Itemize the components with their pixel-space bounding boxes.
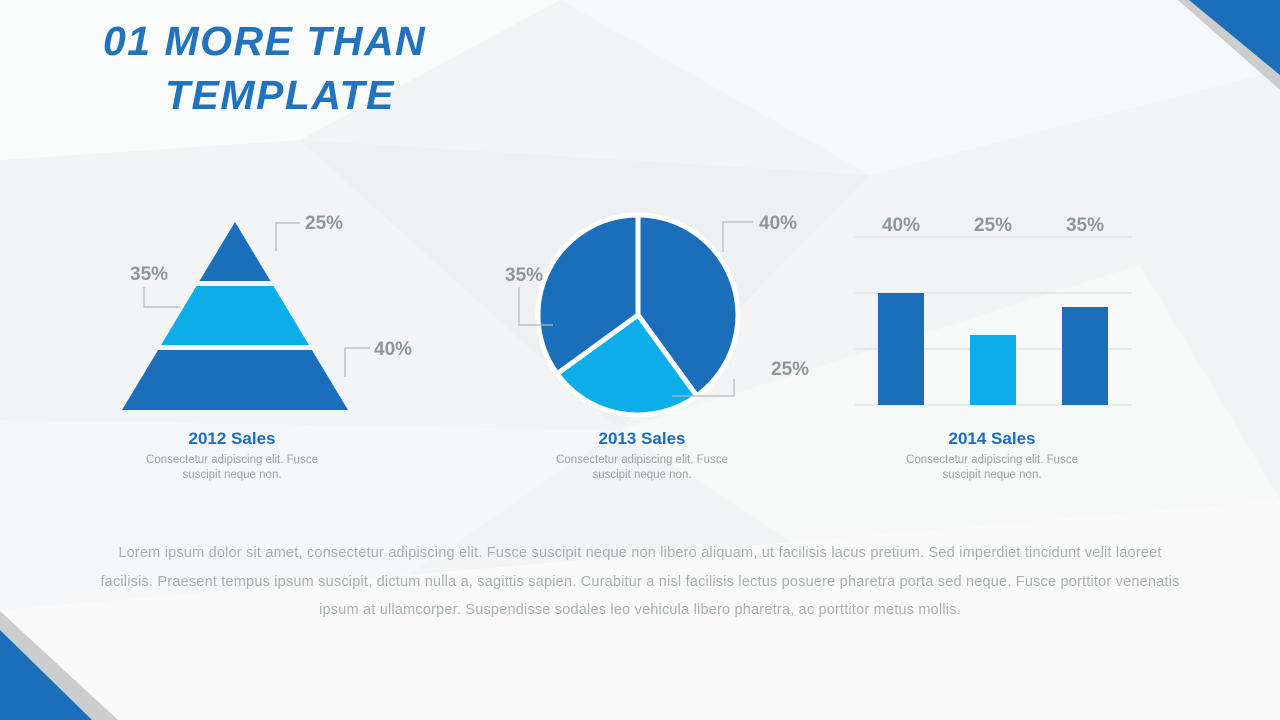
percent-label: 40% [882,215,920,236]
leader-line [275,222,300,251]
corner-band-top-right [1178,0,1280,90]
pie-chart: 40% 35% 25% [505,212,809,418]
percent-label: 35% [505,265,543,286]
caption-title: 2012 Sales [188,429,276,448]
slide-title: 01 MORE THAN TEMPLATE [103,14,426,122]
percent-label: 35% [1066,215,1104,236]
percent-label: 25% [771,359,809,380]
caption-title: 2013 Sales [598,429,686,448]
caption-subtitle: Consectetur adipiscing elit. Fusce susci… [556,454,728,481]
corner-triangle-bottom-left [0,630,92,720]
pyramid-segment-bottom [122,350,348,410]
corner-band-bottom-left [0,611,118,720]
leader-line [518,287,553,326]
leader-line [722,221,753,252]
leader-line [344,347,370,377]
pyramid-chart: 25% 35% 40% [122,213,412,410]
slide-title-line1: 01 MORE THAN [103,18,427,64]
percent-label: 35% [130,264,168,285]
facet [560,0,1280,175]
slide-title-line2: TEMPLATE [165,72,395,118]
leader-line [672,379,735,397]
pie-slice [554,312,700,418]
body-paragraph: Lorem ipsum dolor sit amet, consectetur … [100,545,1180,618]
pie-slice [535,212,641,377]
caption-subtitle: Consectetur adipiscing elit. Fusce susci… [906,454,1078,481]
pie-wedges [535,212,741,418]
leader-line [143,287,180,308]
bar [878,293,924,405]
corner-triangle-top-right [1189,0,1280,75]
caption-title: 2014 Sales [948,429,1036,448]
percent-label: 25% [305,213,343,234]
pie-slice [635,212,741,399]
bar [1062,307,1108,405]
bar [970,335,1016,405]
pyramid-segment-middle [161,286,309,345]
chart-caption-2014: 2014 Sales Consectetur adipiscing elit. … [862,429,1122,483]
percent-label: 25% [974,215,1012,236]
chart-caption-2013: 2013 Sales Consectetur adipiscing elit. … [512,429,772,483]
percent-label: 40% [759,213,797,234]
percent-label: 40% [374,339,412,360]
caption-subtitle: Consectetur adipiscing elit. Fusce susci… [146,454,318,481]
pyramid-segment-top [199,222,271,281]
bar-chart: 40% 25% 35% [855,215,1132,406]
chart-caption-2012: 2012 Sales Consectetur adipiscing elit. … [102,429,362,483]
